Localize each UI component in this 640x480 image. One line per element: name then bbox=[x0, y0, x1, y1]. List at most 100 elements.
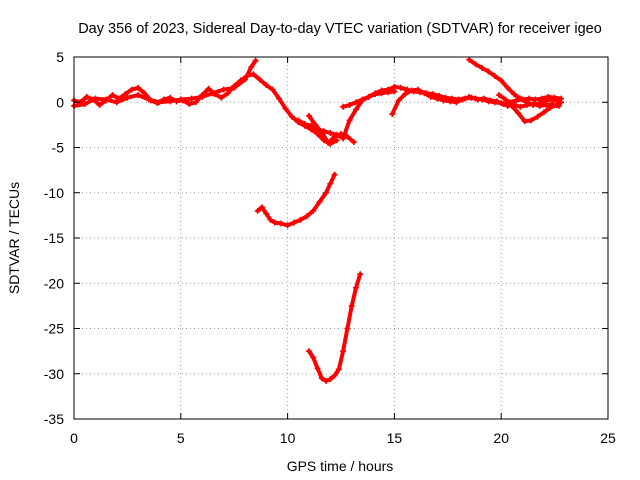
data-point-marker bbox=[141, 90, 148, 97]
data-point-marker bbox=[258, 204, 265, 211]
data-point-marker bbox=[209, 90, 216, 97]
data-point-marker bbox=[384, 89, 391, 96]
data-point-marker bbox=[528, 117, 535, 124]
chart-title: Day 356 of 2023, Sidereal Day-to-day VTE… bbox=[78, 21, 602, 37]
data-point-marker bbox=[496, 92, 503, 99]
data-point-marker bbox=[186, 101, 193, 108]
data-point-marker bbox=[241, 76, 248, 83]
data-point-marker bbox=[288, 113, 295, 120]
data-point-marker bbox=[96, 101, 103, 108]
data-point-marker bbox=[478, 96, 485, 103]
data-point-marker bbox=[453, 99, 460, 106]
x-tick-label: 5 bbox=[177, 430, 185, 446]
data-point-marker bbox=[188, 95, 195, 102]
data-point-marker bbox=[525, 95, 532, 102]
data-point-marker bbox=[395, 97, 402, 104]
data-point-marker bbox=[291, 219, 298, 226]
data-point-marker bbox=[414, 86, 421, 93]
data-point-marker bbox=[318, 375, 325, 382]
data-point-marker bbox=[331, 372, 338, 379]
data-point-marker bbox=[156, 99, 163, 106]
data-point-marker bbox=[553, 101, 560, 108]
y-tick-label: -5 bbox=[52, 140, 65, 156]
data-point-marker bbox=[284, 222, 291, 229]
data-point-marker bbox=[231, 84, 238, 91]
series-arc-9 bbox=[254, 171, 338, 229]
y-tick-label: -20 bbox=[44, 275, 64, 291]
data-point-marker bbox=[124, 94, 131, 101]
data-point-marker bbox=[352, 284, 359, 291]
data-point-marker bbox=[224, 90, 231, 97]
data-point-marker bbox=[408, 87, 415, 94]
data-point-marker bbox=[440, 97, 447, 104]
data-point-marker bbox=[312, 121, 319, 128]
data-point-marker bbox=[421, 90, 428, 97]
data-point-marker bbox=[502, 96, 509, 103]
data-point-marker bbox=[333, 137, 340, 144]
data-point-marker bbox=[530, 101, 537, 108]
data-point-marker bbox=[466, 56, 473, 63]
y-tick-label: 0 bbox=[56, 94, 64, 110]
y-tick-labels: 5 0 -5 -10 -15 -20 -25 -30 -35 bbox=[44, 49, 64, 427]
x-tick-labels: 0 5 10 15 20 25 bbox=[70, 430, 616, 446]
data-point-marker bbox=[81, 101, 88, 108]
data-point-marker bbox=[92, 95, 99, 102]
series-layer bbox=[71, 56, 565, 384]
data-point-marker bbox=[523, 99, 530, 106]
series-arc-8 bbox=[305, 112, 357, 146]
data-point-marker bbox=[357, 271, 364, 278]
data-point-marker bbox=[513, 97, 520, 104]
data-point-marker bbox=[434, 95, 441, 102]
data-point-marker bbox=[348, 302, 355, 309]
data-point-marker bbox=[340, 348, 347, 355]
data-point-marker bbox=[310, 207, 317, 214]
x-tick-label: 20 bbox=[493, 430, 509, 446]
x-tick-label: 15 bbox=[387, 430, 403, 446]
data-point-marker bbox=[472, 61, 479, 68]
x-tick-label: 0 bbox=[70, 430, 78, 446]
data-point-marker bbox=[145, 96, 152, 103]
data-point-marker bbox=[427, 93, 434, 100]
data-point-marker bbox=[558, 99, 565, 106]
data-point-marker bbox=[532, 96, 539, 103]
data-point-marker bbox=[521, 118, 528, 125]
data-point-marker bbox=[113, 99, 120, 106]
data-point-marker bbox=[340, 103, 347, 110]
y-axis-label: SDTVAR / TECUs bbox=[6, 182, 22, 294]
data-point-marker bbox=[192, 99, 199, 106]
data-point-marker bbox=[517, 103, 524, 110]
data-point-marker bbox=[303, 213, 310, 220]
data-point-marker bbox=[295, 117, 302, 124]
data-point-marker bbox=[338, 130, 344, 137]
data-point-marker bbox=[352, 106, 359, 113]
data-point-marker bbox=[504, 84, 511, 91]
data-point-marker bbox=[346, 101, 353, 108]
data-point-marker bbox=[282, 105, 289, 112]
data-point-marker bbox=[271, 219, 278, 226]
data-point-marker bbox=[128, 86, 135, 93]
data-point-marker bbox=[83, 93, 90, 100]
data-point-marker bbox=[446, 98, 453, 105]
data-point-marker bbox=[536, 100, 543, 107]
data-point-marker bbox=[466, 93, 473, 100]
data-point-marker bbox=[135, 92, 142, 99]
data-point-marker bbox=[549, 96, 556, 103]
data-point-marker bbox=[276, 95, 283, 102]
data-point-marker bbox=[167, 98, 174, 105]
data-point-marker bbox=[331, 171, 338, 178]
data-point-marker bbox=[335, 366, 342, 373]
data-point-marker bbox=[199, 93, 206, 100]
data-point-marker bbox=[278, 220, 285, 227]
y-tick-label: -30 bbox=[44, 366, 64, 382]
data-point-marker bbox=[327, 130, 334, 137]
data-point-marker bbox=[359, 96, 366, 103]
y-tick-label: -25 bbox=[44, 321, 64, 337]
data-point-marker bbox=[301, 120, 308, 127]
data-point-marker bbox=[267, 216, 274, 223]
data-point-marker bbox=[318, 129, 325, 136]
series-arc-5 bbox=[466, 56, 562, 108]
data-point-marker bbox=[323, 377, 330, 384]
data-point-marker bbox=[248, 63, 255, 70]
